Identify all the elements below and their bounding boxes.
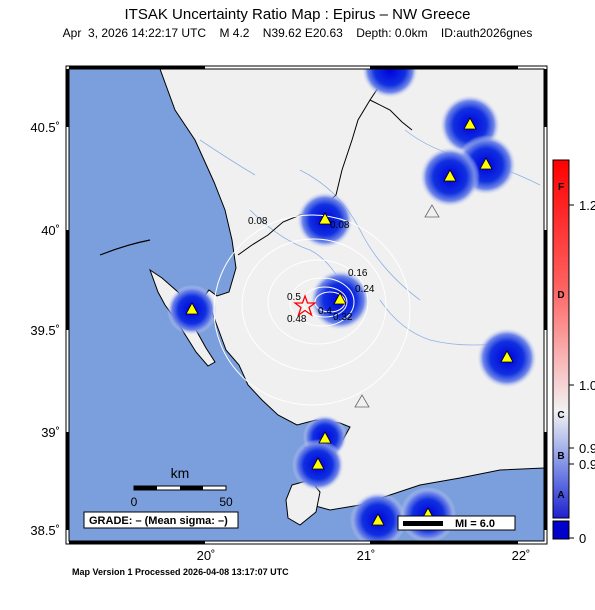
border-north — [369, 99, 413, 131]
event-location: N39.62 E20.63 — [262, 26, 343, 40]
frame-ticks — [66, 66, 547, 544]
processing-footer: Map Version 1 Processed 2026-04-08 13:17… — [72, 567, 289, 577]
grade-label: B — [557, 451, 564, 462]
map-title: ITSAK Uncertainty Ratio Map : Epirus – N… — [124, 6, 471, 23]
grade-text: GRADE: – (Mean sigma: –) — [89, 515, 228, 527]
lon-label: 22˚ — [512, 548, 531, 563]
lat-label: 40˚ — [41, 223, 60, 238]
lon-label: 21˚ — [357, 548, 376, 563]
grade-label: C — [557, 410, 564, 421]
lat-label: 40.5˚ — [30, 120, 60, 135]
contour-labels: 0.08 0.08 0.16 0.24 0.5 0.48 0.4 0.32 — [248, 216, 375, 325]
event-depth: Depth: 0.0km — [356, 26, 428, 40]
scale-start: 0 — [131, 495, 138, 509]
lat-label: 39.5˚ — [30, 323, 60, 338]
event-magnitude: M 4.2 — [219, 26, 250, 40]
lon-label: 20˚ — [197, 548, 216, 563]
grade-label: D — [557, 290, 564, 301]
grade-label: A — [557, 490, 564, 501]
mi-legend: MI = 6.0 — [397, 515, 516, 531]
lat-labels: 40.5˚ 40˚ 39.5˚ 39˚ 38.5˚ — [30, 120, 60, 538]
coast-fragment — [99, 239, 151, 256]
stations-open — [354, 204, 440, 408]
contour-label: 0.16 — [348, 268, 368, 279]
contour-label: 0.4 — [318, 306, 332, 317]
colorbar-value: 0.9 — [579, 441, 595, 456]
colorbar: F D C B A 1.2 1.0 0.9 0.9 0 — [552, 159, 595, 546]
event-date: Apr 3, 2026 14:22:17 UTC — [62, 26, 207, 40]
contour-label: 0.5 — [287, 292, 301, 303]
mi-text: MI = 6.0 — [455, 518, 495, 530]
colorbar-value: 0 — [579, 531, 586, 546]
uncertainty-blobs — [167, 69, 537, 541]
colorbar-value: 1.0 — [579, 378, 595, 393]
stations — [185, 117, 514, 526]
colorbar-value: 0.9 — [579, 457, 595, 472]
lat-label: 39˚ — [41, 425, 60, 440]
scale-end: 50 — [219, 495, 233, 509]
contour-label: 0.48 — [287, 314, 307, 325]
scale-bar: km 0 50 — [131, 465, 233, 509]
contours — [213, 214, 411, 406]
colorbar-value: 1.2 — [579, 198, 595, 213]
scale-unit: km — [171, 465, 190, 481]
lon-labels: 20˚ 21˚ 22˚ — [197, 548, 531, 563]
contour-label: 0.24 — [355, 284, 375, 295]
grade-label: F — [558, 182, 564, 193]
event-info: Apr 3, 2026 14:22:17 UTC M 4.2 N39.62 E2… — [0, 26, 595, 40]
contour-label: 0.08 — [330, 220, 350, 231]
grade-box: GRADE: – (Mean sigma: –) — [83, 511, 239, 529]
epicenter-star — [293, 294, 317, 317]
contour-label: 0.08 — [248, 216, 268, 227]
contour-label: 0.32 — [333, 312, 353, 323]
lat-label: 38.5˚ — [30, 523, 60, 538]
map-content: 0.08 0.08 0.16 0.24 0.5 0.48 0.4 0.32 — [69, 69, 544, 541]
event-id: ID:auth2026gnes — [440, 26, 533, 40]
